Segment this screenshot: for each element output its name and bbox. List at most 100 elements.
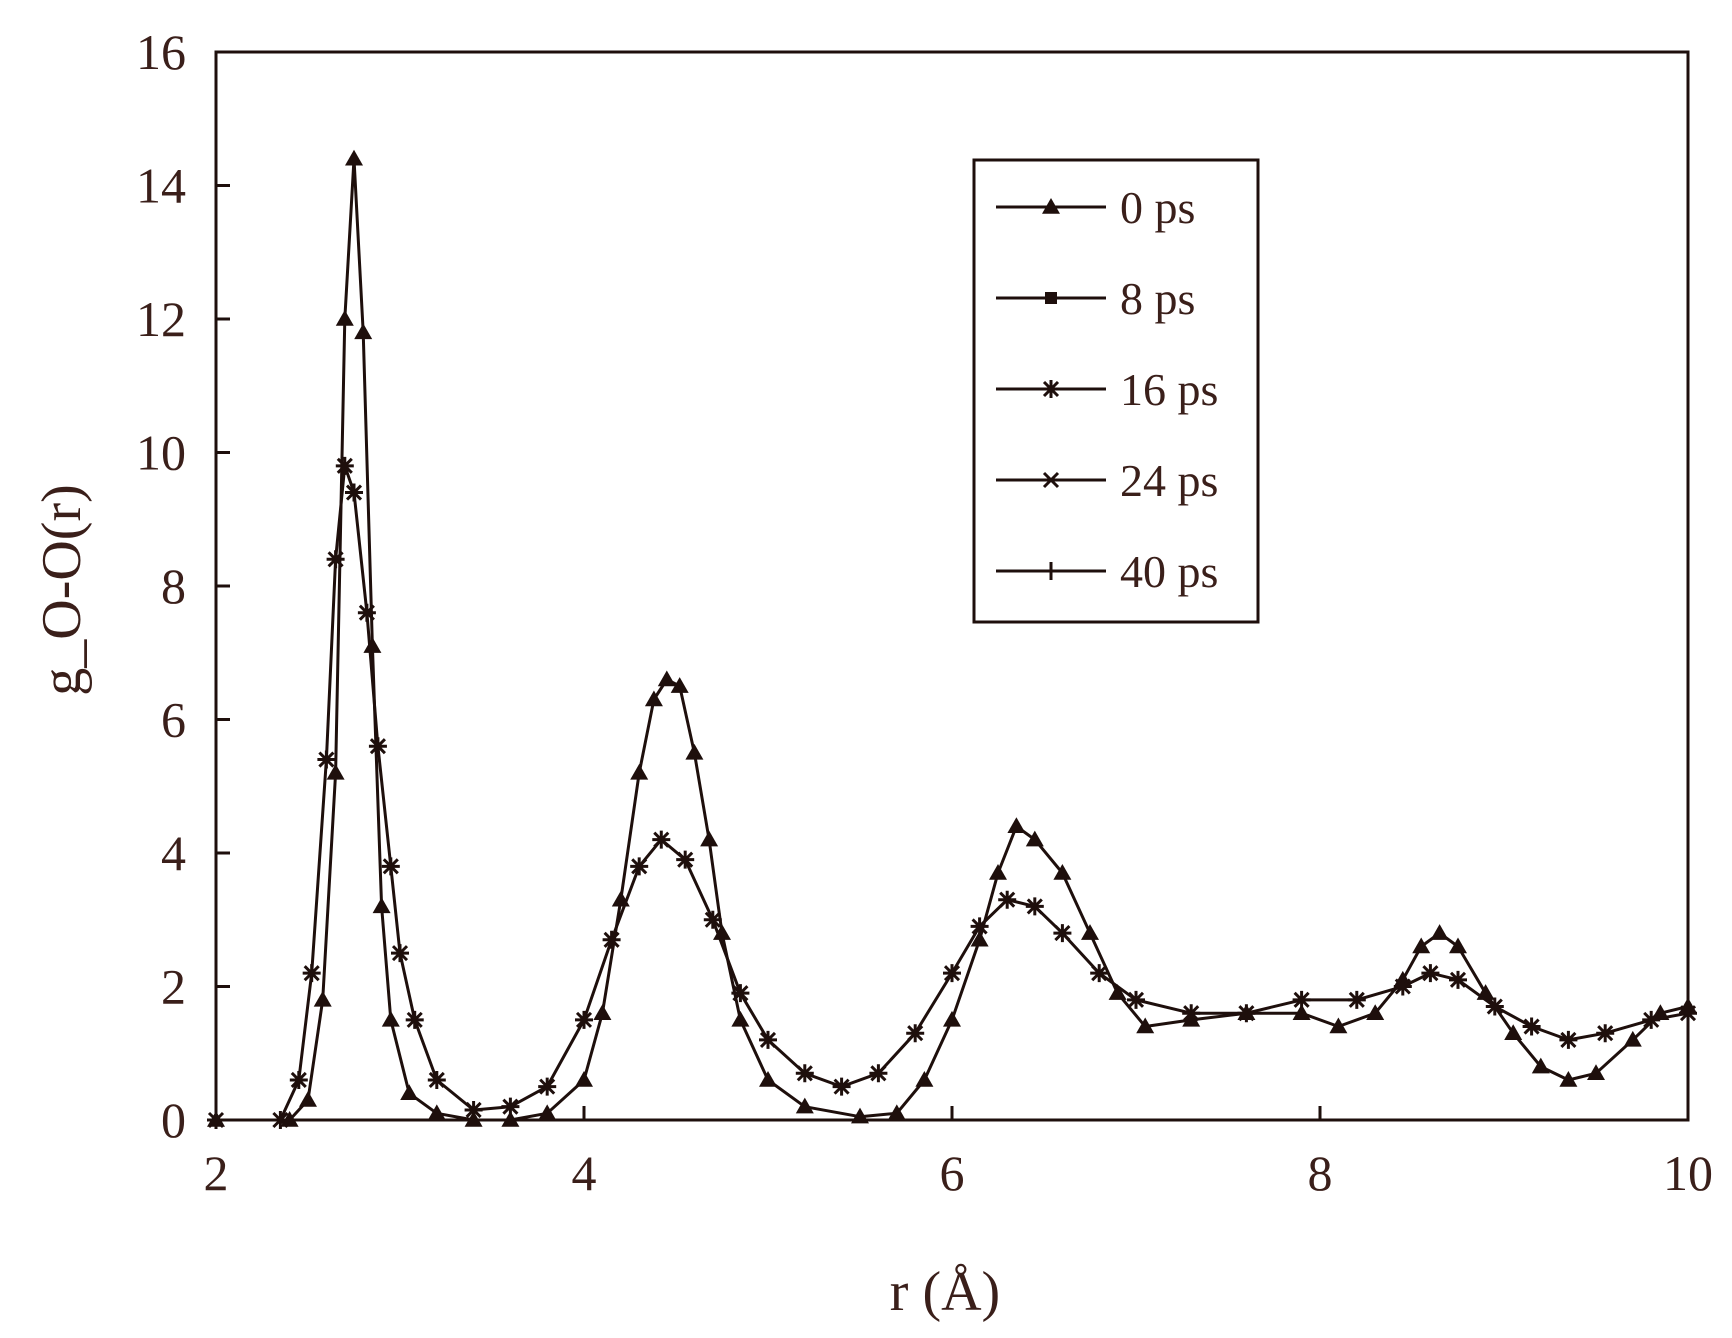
legend-marker-40-ps	[1042, 562, 1060, 580]
x-axis-ticks	[214, 1106, 1690, 1120]
data-point-0-ps	[400, 1084, 419, 1101]
data-point-16-ps	[1596, 1024, 1615, 1043]
y-tick-label: 16	[136, 24, 186, 80]
x-tick-label: 6	[940, 1145, 965, 1201]
data-point-0-ps	[427, 1104, 446, 1121]
data-point-16-ps	[575, 1010, 593, 1029]
data-point-0-ps	[381, 1010, 400, 1027]
data-point-0-ps	[1053, 864, 1072, 880]
data-point-0-ps	[644, 690, 663, 707]
legend-label-16-ps: 16 ps	[1120, 364, 1218, 415]
data-point-16-ps	[302, 964, 321, 983]
data-point-16-ps	[1025, 897, 1044, 916]
data-point-16-ps	[795, 1064, 814, 1083]
data-point-0-ps	[1623, 1030, 1642, 1047]
data-point-16-ps	[1559, 1030, 1578, 1049]
data-point-16-ps	[1421, 964, 1440, 983]
data-point-0-ps	[657, 670, 676, 687]
legend-entry-0-ps: 0 ps	[996, 182, 1195, 233]
data-point-16-ps	[1182, 1004, 1201, 1023]
data-point-16-ps	[1522, 1017, 1541, 1036]
data-point-16-ps	[464, 1100, 483, 1119]
data-point-16-ps	[731, 984, 750, 1003]
data-point-0-ps	[887, 1104, 906, 1121]
data-point-16-ps	[501, 1097, 520, 1116]
data-point-0-ps	[1587, 1064, 1605, 1081]
series-line-0-ps	[216, 157, 1689, 1122]
data-point-16-ps	[271, 1111, 290, 1129]
data-point-0-ps	[501, 1111, 520, 1127]
y-tick-label: 12	[136, 291, 186, 347]
data-point-16-ps	[832, 1077, 851, 1096]
data-point-0-ps	[670, 677, 689, 693]
data-point-16-ps	[970, 917, 989, 936]
data-point-16-ps	[538, 1077, 557, 1096]
data-point-16-ps	[326, 550, 345, 569]
data-point-0-ps	[989, 864, 1007, 880]
data-point-0-ps	[1531, 1057, 1550, 1074]
legend-label-24-ps: 24 ps	[1120, 455, 1218, 506]
series-0-ps	[207, 149, 1697, 1127]
data-point-16-ps	[906, 1024, 925, 1043]
data-point-0-ps	[1430, 924, 1449, 940]
data-point-0-ps	[630, 763, 649, 780]
y-tick-label: 6	[161, 692, 186, 748]
x-tick-label: 2	[204, 1145, 229, 1201]
data-point-0-ps	[1412, 937, 1431, 954]
data-point-0-ps	[1329, 1017, 1348, 1034]
data-point-16-ps	[1237, 1004, 1256, 1023]
data-point-16-ps	[381, 857, 400, 876]
legend-box	[972, 158, 1260, 624]
data-point-16-ps	[345, 483, 363, 502]
data-point-16-ps	[1485, 997, 1504, 1016]
data-point-16-ps	[357, 603, 376, 622]
data-point-0-ps	[313, 990, 332, 1007]
y-tick-label: 0	[161, 1092, 186, 1148]
data-point-0-ps	[345, 149, 363, 166]
data-point-0-ps	[685, 743, 704, 760]
data-point-16-ps	[368, 737, 387, 756]
data-point-16-ps	[207, 1111, 225, 1129]
series-layer	[207, 149, 1697, 1129]
data-point-0-ps	[363, 637, 382, 653]
data-point-0-ps	[700, 830, 719, 847]
data-point-0-ps	[915, 1070, 934, 1087]
x-tick-label: 4	[572, 1145, 597, 1201]
legend-entries: 0 ps 8 ps 16 ps 24 ps 40 ps	[996, 182, 1218, 597]
y-tick-label: 14	[136, 158, 186, 214]
data-point-0-ps	[1476, 984, 1495, 1000]
data-point-16-ps	[602, 930, 621, 949]
y-axis-tick-labels: 0 2 4 6 8 10 12 14 16	[136, 24, 186, 1148]
data-point-16-ps	[630, 857, 649, 876]
data-point-16-ps	[998, 890, 1017, 909]
data-point-16-ps	[391, 944, 409, 963]
data-point-16-ps	[1642, 1010, 1661, 1029]
data-point-0-ps	[1292, 1004, 1311, 1020]
legend-label-8-ps: 8 ps	[1120, 273, 1195, 324]
data-point-0-ps	[575, 1070, 593, 1087]
y-tick-label: 4	[161, 825, 186, 881]
data-point-16-ps	[289, 1070, 308, 1089]
data-point-0-ps	[593, 1004, 612, 1020]
data-point-0-ps	[795, 1097, 814, 1114]
data-point-16-ps	[1053, 924, 1072, 943]
data-point-0-ps	[1108, 984, 1127, 1000]
legend-marker-0-ps	[1042, 198, 1060, 214]
legend-label-0-ps: 0 ps	[1120, 182, 1195, 233]
data-point-0-ps	[731, 1010, 750, 1027]
data-point-16-ps	[1090, 964, 1109, 983]
legend-label-40-ps: 40 ps	[1120, 546, 1218, 597]
legend: 0 ps 8 ps 16 ps 24 ps 40 ps	[972, 158, 1260, 624]
y-tick-label: 8	[161, 558, 186, 614]
data-point-0-ps	[326, 763, 345, 780]
data-point-0-ps	[851, 1107, 869, 1124]
data-point-0-ps	[372, 897, 391, 914]
data-point-0-ps	[759, 1070, 777, 1087]
x-tick-label: 8	[1308, 1145, 1333, 1201]
data-point-0-ps	[1007, 817, 1026, 834]
legend-marker-8-ps	[1045, 292, 1057, 304]
data-point-16-ps	[1449, 970, 1467, 989]
data-point-16-ps	[1393, 977, 1412, 996]
data-point-16-ps	[1347, 990, 1366, 1009]
